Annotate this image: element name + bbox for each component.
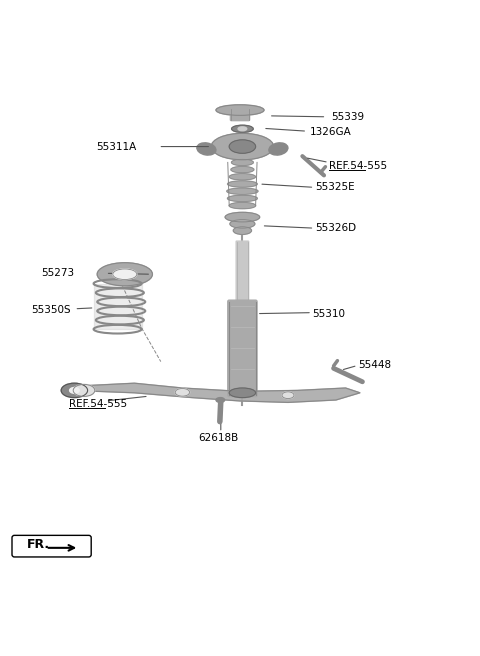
Text: REF.54-555: REF.54-555: [329, 161, 387, 171]
Text: FR.: FR.: [26, 539, 49, 552]
Ellipse shape: [282, 392, 294, 399]
Polygon shape: [72, 383, 360, 402]
Ellipse shape: [229, 388, 255, 398]
Ellipse shape: [233, 227, 252, 234]
Text: 55311A: 55311A: [96, 142, 136, 152]
Ellipse shape: [231, 167, 254, 173]
Text: 55326D: 55326D: [315, 223, 356, 233]
Ellipse shape: [216, 398, 225, 402]
FancyBboxPatch shape: [236, 241, 249, 304]
Ellipse shape: [225, 213, 260, 222]
Ellipse shape: [229, 203, 256, 209]
Ellipse shape: [231, 159, 253, 165]
Ellipse shape: [229, 140, 255, 154]
Ellipse shape: [61, 383, 88, 398]
Text: 55310: 55310: [312, 308, 346, 319]
Text: 55350S: 55350S: [31, 305, 71, 315]
Ellipse shape: [269, 143, 288, 155]
Ellipse shape: [197, 143, 216, 155]
Text: 55273: 55273: [41, 268, 74, 278]
Text: 55448: 55448: [358, 360, 391, 371]
Ellipse shape: [229, 174, 255, 180]
Ellipse shape: [230, 220, 255, 228]
Text: 62618B: 62618B: [198, 434, 238, 443]
Ellipse shape: [97, 262, 153, 286]
Text: 55325E: 55325E: [315, 182, 355, 192]
Ellipse shape: [73, 384, 95, 396]
Ellipse shape: [227, 188, 258, 194]
Ellipse shape: [231, 125, 253, 133]
FancyBboxPatch shape: [228, 300, 257, 397]
Ellipse shape: [113, 269, 137, 279]
Ellipse shape: [70, 388, 79, 394]
Ellipse shape: [228, 181, 257, 187]
Ellipse shape: [228, 195, 257, 201]
Ellipse shape: [211, 133, 274, 160]
Ellipse shape: [238, 127, 247, 131]
Text: 55339: 55339: [331, 112, 364, 122]
Text: REF.54-555: REF.54-555: [69, 399, 127, 409]
Ellipse shape: [175, 388, 190, 396]
Ellipse shape: [216, 105, 264, 115]
FancyBboxPatch shape: [230, 108, 250, 121]
Text: 1326GA: 1326GA: [310, 127, 351, 137]
